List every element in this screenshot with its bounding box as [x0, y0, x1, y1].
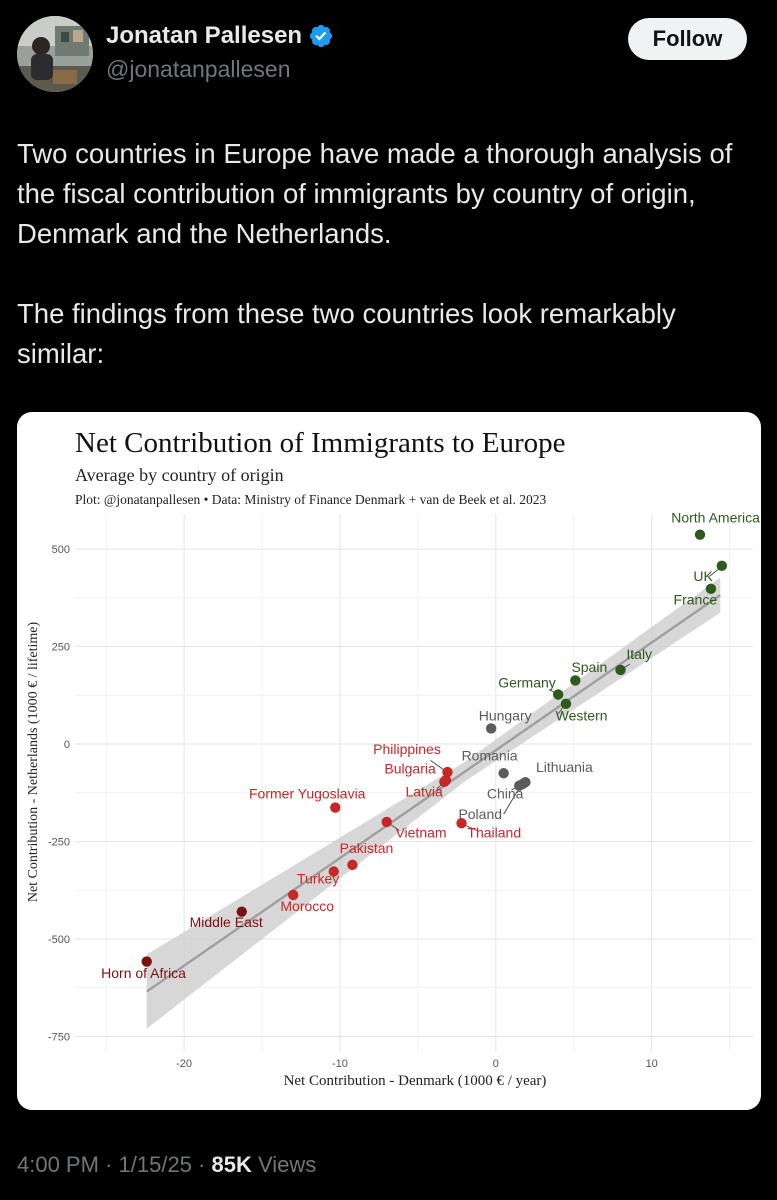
author-handle[interactable]: @jonatanpallesen: [106, 56, 291, 82]
x-tick-label: 10: [646, 1058, 658, 1070]
data-point: [442, 766, 453, 778]
x-tick-label: 0: [493, 1058, 499, 1070]
chart-caption: Plot: @jonatanpallesen • Data: Ministry …: [75, 492, 547, 507]
point-label: Former Yugoslavia: [249, 786, 366, 802]
point-label: France: [674, 591, 718, 607]
chart-title: Net Contribution of Immigrants to Europe: [75, 427, 566, 459]
meta-separator: ·: [105, 1152, 113, 1177]
trend-line: [146, 594, 721, 993]
data-point: [347, 859, 358, 871]
point-label: China: [487, 786, 524, 802]
tweet-paragraph-1: Two countries in Europe have made a thor…: [17, 138, 733, 249]
axis-ticks: 500 250 0 -250 -500 -750 -20 -10 0 10: [48, 544, 658, 1070]
data-point: [498, 768, 509, 779]
y-tick-label: -250: [48, 836, 70, 848]
point-label: Latvia: [405, 784, 443, 800]
follow-button[interactable]: Follow: [628, 18, 747, 60]
tweet-text: Two countries in Europe have made a thor…: [17, 134, 757, 374]
data-point: [236, 906, 247, 917]
point-label: Lithuania: [536, 759, 593, 775]
point-label: Italy: [626, 646, 652, 662]
data-point: [288, 889, 299, 901]
data-point: [705, 583, 717, 595]
y-tick-label: 0: [64, 739, 70, 751]
point-label: Middle East: [190, 914, 263, 930]
data-point: [485, 723, 497, 734]
point-labels: North America UK France Italy Spain Germany We…: [101, 510, 760, 981]
data-point: [381, 816, 392, 828]
data-point: [694, 529, 706, 540]
y-tick-label: 500: [52, 544, 70, 556]
tweet-time[interactable]: 4:00 PM: [17, 1152, 99, 1177]
meta-separator: ·: [198, 1152, 206, 1177]
avatar-image: [17, 16, 93, 92]
tweet-paragraph-2: The findings from these two countries lo…: [17, 298, 676, 369]
data-point: [141, 956, 152, 967]
point-label: Horn of Africa: [101, 965, 186, 981]
scatter-chart: Net Contribution of Immigrants to Europe…: [26, 427, 760, 1089]
point-label: Poland: [458, 806, 502, 822]
data-point: [330, 802, 341, 813]
confidence-band: [146, 577, 721, 1029]
tweet-media-chart[interactable]: Net Contribution of Immigrants to Europe…: [17, 412, 761, 1110]
author-name[interactable]: Jonatan Pallesen: [106, 22, 303, 49]
x-tick-label: -10: [332, 1058, 348, 1070]
data-point: [328, 866, 339, 877]
y-tick-label: 250: [52, 642, 70, 654]
tweet-date[interactable]: 1/15/25: [118, 1152, 192, 1177]
point-label: UK: [693, 568, 713, 584]
views-count[interactable]: 85K: [211, 1152, 252, 1177]
point-label: Pakistan: [340, 840, 394, 856]
point-label: Western: [556, 708, 608, 724]
point-label: Germany: [498, 674, 556, 690]
x-axis-label: Net Contribution - Denmark (1000 € / yea…: [284, 1073, 547, 1089]
verified-badge-icon: [309, 24, 333, 48]
author-name-row[interactable]: Jonatan Pallesen: [106, 22, 334, 50]
chart-subtitle: Average by country of origin: [75, 465, 284, 485]
y-axis-label: Net Contribution - Netherlands (1000 € /…: [26, 621, 41, 902]
point-label: Philippines: [373, 741, 441, 757]
views-label[interactable]: Views: [257, 1152, 317, 1177]
y-tick-label: -750: [48, 1031, 70, 1043]
point-label: Turkey: [297, 871, 339, 887]
confidence-band-area: [146, 577, 721, 1029]
point-label: Bulgaria: [384, 760, 436, 776]
point-label: North America: [671, 510, 760, 526]
point-label: Hungary: [479, 708, 532, 724]
data-points: [141, 529, 728, 967]
tweet-meta: 4:00 PM · 1/15/25 · 85K Views: [17, 1152, 316, 1178]
point-label: Vietnam: [395, 825, 446, 841]
chart-grid: [75, 514, 753, 1052]
data-point: [552, 689, 564, 700]
data-point: [456, 817, 467, 829]
data-point: [716, 560, 728, 572]
point-label: Spain: [571, 659, 607, 675]
point-label: Thailand: [467, 825, 521, 841]
data-point: [514, 780, 525, 791]
data-point: [570, 675, 581, 686]
data-point: [439, 776, 450, 788]
data-point: [615, 664, 626, 676]
point-label: Romania: [462, 747, 518, 763]
avatar[interactable]: [17, 16, 93, 92]
leader-line: [503, 790, 519, 815]
y-tick-label: -500: [48, 934, 70, 946]
data-point: [560, 698, 572, 710]
point-label: Morocco: [280, 898, 334, 914]
x-tick-label: -20: [176, 1058, 192, 1070]
